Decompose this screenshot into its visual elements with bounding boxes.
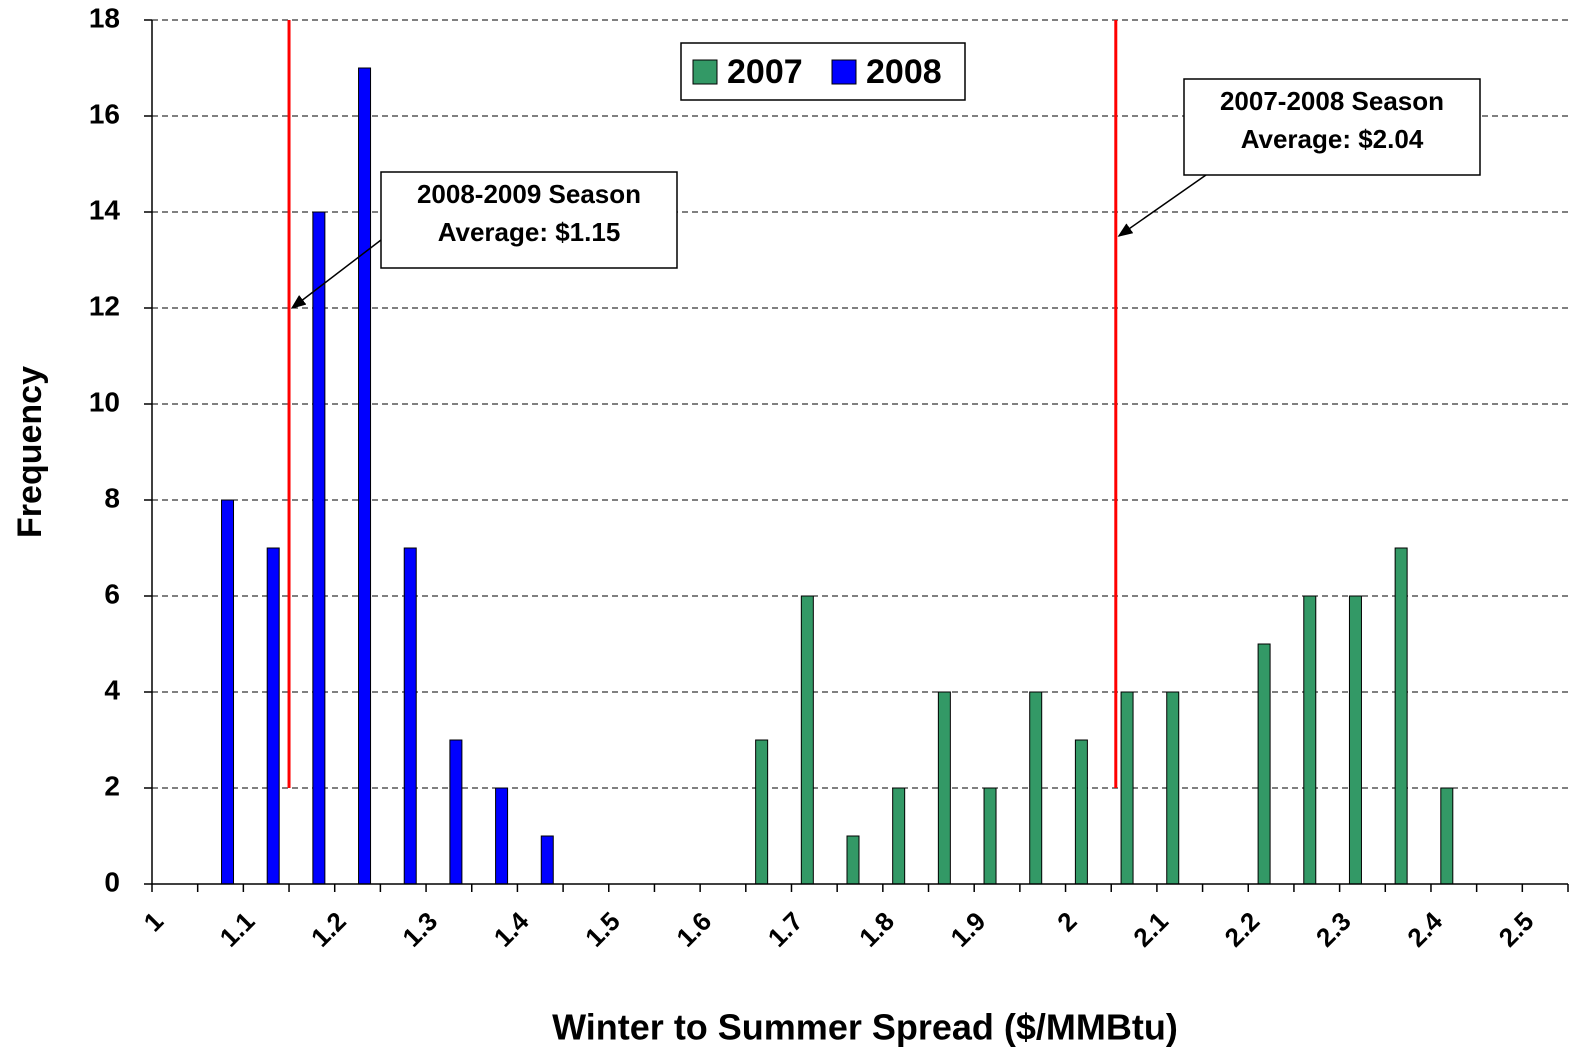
bar: [358, 67, 372, 885]
bar: [221, 499, 235, 885]
bar: [449, 739, 463, 885]
annotation-box: [380, 171, 678, 269]
x-tick-label: 2.1: [1127, 906, 1174, 953]
bar: [800, 595, 814, 885]
legend-box: [680, 42, 966, 101]
legend-label: 2008: [866, 53, 942, 91]
bar: [1394, 547, 1408, 885]
legend-swatch: [692, 59, 718, 85]
bar: [755, 739, 769, 885]
y-tick-label: 18: [89, 2, 120, 33]
x-tick-label: 2.2: [1219, 906, 1266, 953]
x-tick-label: 1.6: [670, 906, 717, 953]
bar: [1074, 739, 1088, 885]
bar: [983, 787, 997, 885]
bar: [1120, 691, 1134, 885]
bar: [312, 211, 326, 885]
bar: [1166, 691, 1180, 885]
x-tick-label: 2: [1051, 906, 1082, 937]
y-tick-label: 10: [89, 386, 120, 417]
legend-label: 2007: [727, 53, 803, 91]
annotation-arrow: [1117, 174, 1207, 237]
y-tick-label: 16: [89, 98, 120, 129]
bar: [937, 691, 951, 885]
bar: [1440, 787, 1454, 885]
bar: [403, 547, 417, 885]
bar: [266, 547, 280, 885]
annotation-text: 2007-2008 Season: [1220, 86, 1444, 116]
bar: [846, 835, 860, 885]
annotation-arrow: [290, 239, 382, 309]
annotation-text: Average: $1.15: [438, 217, 621, 247]
x-tick-label: 1: [138, 906, 169, 937]
bar: [1257, 643, 1271, 885]
bar: [540, 835, 554, 885]
annotation-text: 2008-2009 Season: [417, 179, 641, 209]
x-axis-title: Winter to Summer Spread ($/MMBtu): [552, 1007, 1178, 1048]
bar: [1029, 691, 1043, 885]
y-axis-title: Frequency: [11, 366, 49, 538]
x-tick-label: 1.8: [853, 906, 900, 953]
x-tick-label: 1.5: [579, 906, 626, 953]
x-tick-label: 1.1: [214, 906, 261, 953]
y-tick-label: 2: [104, 770, 120, 801]
y-tick-label: 6: [104, 578, 120, 609]
x-tick-label: 2.5: [1493, 906, 1540, 953]
x-tick-label: 1.2: [305, 906, 352, 953]
legend-swatch: [831, 59, 857, 85]
y-tick-label: 0: [104, 866, 120, 897]
bar: [892, 787, 906, 885]
y-tick-label: 8: [104, 482, 120, 513]
x-tick-label: 1.7: [762, 906, 809, 953]
annotation-box: [1183, 78, 1481, 176]
x-tick-label: 1.3: [396, 906, 443, 953]
y-tick-label: 4: [104, 674, 120, 705]
y-tick-label: 12: [89, 290, 120, 321]
x-tick-label: 1.4: [488, 906, 535, 953]
bar: [1303, 595, 1317, 885]
annotation-text: Average: $2.04: [1241, 124, 1424, 154]
y-tick-label: 14: [89, 194, 121, 225]
x-tick-label: 2.4: [1401, 906, 1448, 953]
x-tick-label: 2.3: [1310, 906, 1357, 953]
bar: [495, 787, 509, 885]
x-tick-label: 1.9: [945, 906, 992, 953]
bar: [1348, 595, 1362, 885]
